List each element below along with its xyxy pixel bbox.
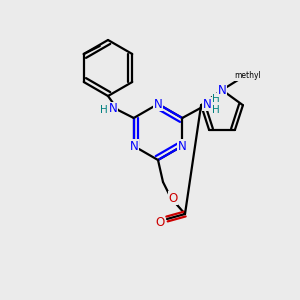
- Text: N: N: [129, 140, 138, 152]
- Text: H: H: [100, 105, 108, 115]
- Text: N: N: [109, 103, 117, 116]
- Text: N: N: [178, 140, 187, 152]
- Text: O: O: [155, 217, 165, 230]
- Text: O: O: [168, 191, 178, 205]
- Text: N: N: [203, 98, 212, 110]
- Text: H: H: [212, 105, 220, 115]
- Text: N: N: [154, 98, 162, 110]
- Text: methyl: methyl: [235, 71, 261, 80]
- Text: H: H: [212, 94, 220, 104]
- Text: N: N: [218, 83, 226, 97]
